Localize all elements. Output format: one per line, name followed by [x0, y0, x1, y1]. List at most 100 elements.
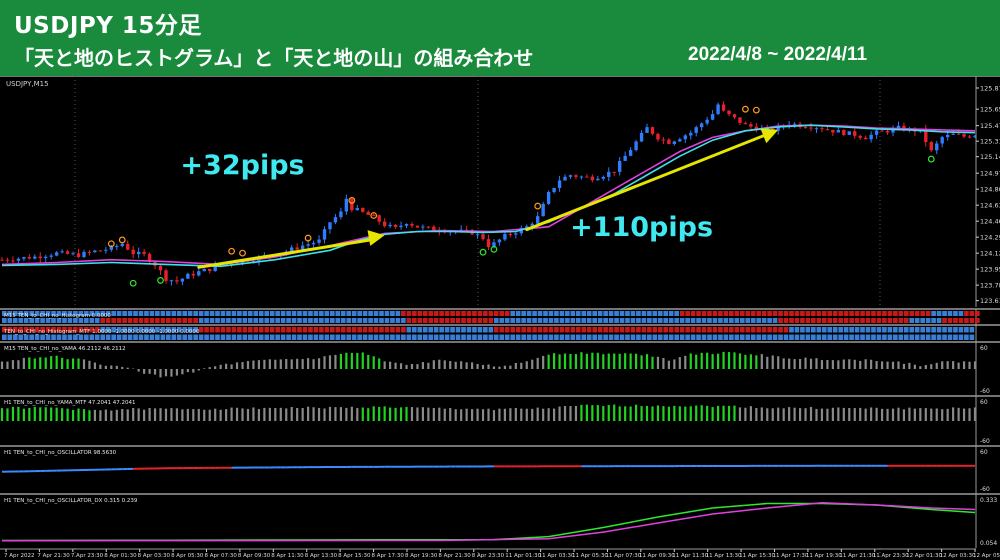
histogram-cell [827, 334, 833, 340]
histogram-cell [515, 318, 521, 323]
histogram-cell [12, 327, 18, 333]
histogram-cell [247, 334, 253, 340]
histogram-cell [493, 318, 499, 323]
histogram-cell [821, 318, 827, 323]
histogram-cell [444, 327, 450, 333]
histogram-cell [914, 318, 920, 323]
buy-signal-icon [490, 245, 498, 253]
histogram-cell [417, 334, 423, 340]
candle [399, 225, 403, 228]
candle [382, 221, 387, 227]
histogram-cell [455, 334, 461, 340]
histogram-cell [346, 311, 352, 316]
candle [661, 139, 666, 141]
histogram-cell [679, 327, 685, 333]
histogram-cell [483, 327, 488, 333]
oscillator-panel[interactable]: H1 TEN_to_CHI_no_OSCILLATOR 98.5630 60 -60 [0, 445, 1000, 494]
histogram-cell [138, 334, 144, 340]
histogram-cell [34, 334, 40, 340]
oscillator-dx-panel[interactable]: H1 TEN_to_CHI_no_OSCILLATOR_DX 0.315 0.2… [0, 493, 1000, 548]
histogram-cell [849, 327, 854, 333]
histogram-cell [313, 327, 319, 333]
candle [858, 135, 862, 138]
histogram-cell [335, 327, 341, 333]
price-panel[interactable]: USDJPY,M15 125.875 125.650 125.475 125.310 12… [0, 76, 1000, 558]
histogram-cell [450, 334, 455, 340]
histogram-cell [772, 311, 778, 316]
histogram-cell [483, 318, 488, 323]
pips-annotation: +110pips [570, 212, 713, 243]
candle [612, 171, 616, 173]
histogram-mtf-panel[interactable]: TEN_to_CHI_no_Histogram_MTF 1.0000 -1.00… [0, 324, 1000, 342]
histogram-cell [920, 318, 926, 323]
candle [503, 234, 507, 240]
candle [574, 175, 578, 177]
histogram-cell [679, 334, 685, 340]
histogram-cell [187, 318, 193, 323]
histogram-cell [379, 311, 384, 316]
histogram-cell [100, 318, 106, 323]
pips-annotation: +32pips [180, 150, 304, 181]
histogram-cell [969, 311, 975, 316]
yama-panel[interactable]: M15 TEN_to_CHI_no_YAMA 46.2112 46.2112 60… [0, 341, 1000, 396]
histogram-cell [340, 334, 346, 340]
histogram-cell [160, 318, 166, 323]
histogram-cell [718, 327, 723, 333]
candle [290, 247, 294, 252]
histogram-cell [62, 318, 67, 323]
histogram-cell [253, 311, 259, 316]
histogram-cell [805, 334, 811, 340]
histogram-cell [493, 334, 499, 340]
histogram-cell [701, 327, 707, 333]
histogram-cell [565, 327, 570, 333]
histogram-cell [488, 327, 494, 333]
histogram-cell [975, 318, 980, 323]
histogram-cell [357, 318, 362, 323]
histogram-cell [931, 318, 936, 323]
candle [973, 135, 977, 138]
candle [557, 180, 562, 189]
histogram-cell [811, 327, 816, 333]
histogram-cell [903, 327, 909, 333]
histogram-cell [422, 311, 428, 316]
histogram-cell [734, 327, 740, 333]
histogram-cell [461, 311, 466, 316]
histogram-cell [914, 334, 920, 340]
histogram-cell [187, 311, 193, 316]
yama-mtf-panel[interactable]: H1 TEN_to_CHI_no_YAMA_MTF 47.2041 47.204… [0, 395, 1000, 446]
histogram-cell [242, 318, 248, 323]
histogram-cell [849, 311, 854, 316]
histogram-cell [750, 318, 756, 323]
buy-signal-icon [479, 248, 487, 256]
histogram-cell [898, 327, 904, 333]
histogram-cell [89, 327, 95, 333]
candle [645, 127, 649, 133]
candle [377, 215, 381, 222]
histogram-cell [286, 334, 291, 340]
histogram-cell [575, 318, 581, 323]
histogram-cell [898, 318, 904, 323]
histogram-cell [204, 334, 209, 340]
histogram-panel[interactable]: M15 TEN_to_CHI_no_Histogram 0.0000 [0, 308, 1000, 325]
y-tick-label: 0.054 [980, 540, 997, 547]
histogram-cell [111, 327, 116, 333]
candle [874, 130, 879, 135]
histogram-cell [718, 334, 723, 340]
histogram-cell [608, 327, 614, 333]
y-tick-label: 125.310 [980, 138, 1000, 146]
histogram-cell [575, 327, 581, 333]
histogram-cell [433, 318, 439, 323]
histogram-cell [433, 334, 439, 340]
trading-chart[interactable]: USDJPY,M15 125.875 125.650 125.475 125.310 12… [0, 76, 1000, 560]
candle [743, 122, 748, 125]
histogram-cell [679, 311, 685, 316]
histogram-cell [838, 334, 844, 340]
histogram-cell [636, 327, 641, 333]
histogram-cell [805, 318, 811, 323]
histogram-cell [843, 334, 849, 340]
x-tick-label: 11 Apr 09:30 [639, 553, 675, 559]
candle [306, 244, 310, 246]
histogram-cell [100, 334, 106, 340]
histogram-cell [827, 311, 833, 316]
candle [536, 216, 540, 224]
